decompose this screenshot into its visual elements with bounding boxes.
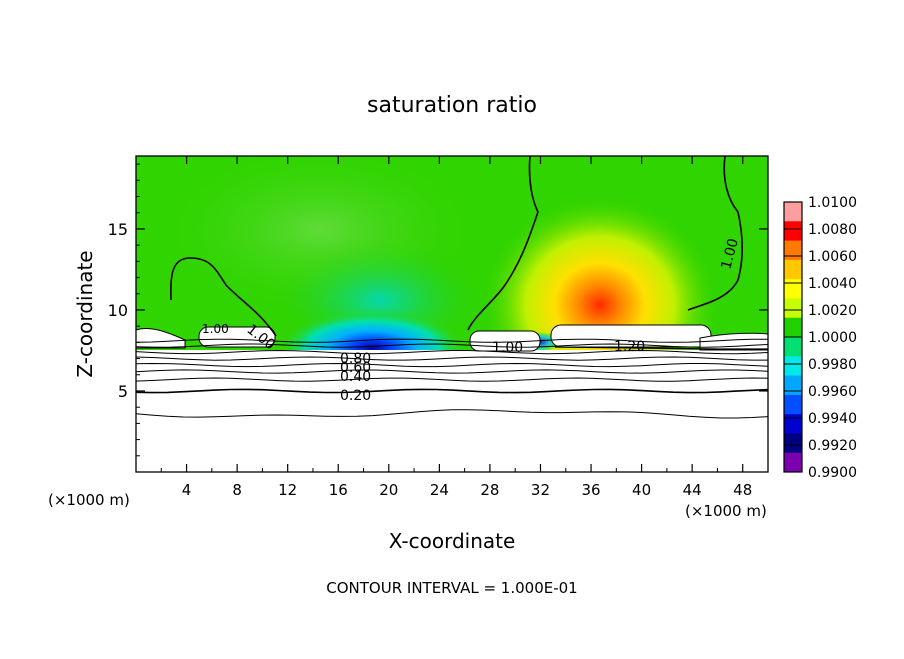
colorbar-segment: [784, 414, 802, 434]
colorbar-label: 0.9920: [808, 438, 857, 454]
x-tick-label: 32: [531, 481, 550, 499]
colorbar-segment: [784, 279, 802, 299]
colorbar-label: 0.9980: [808, 357, 857, 373]
x-tick-label: 44: [683, 481, 702, 499]
plot-area: 1.00 1.00 1.00 1.00 1.20 0.80 0.60 0.40 …: [136, 156, 768, 472]
x-tick-label: 28: [480, 481, 499, 499]
contour-line: [136, 369, 768, 374]
contour-line: [136, 377, 768, 382]
colorbar-segment: [784, 259, 802, 280]
contour-line-1-00-right: [687, 156, 743, 311]
contour-label: 0.80: [340, 351, 371, 367]
colorbar-segment: [784, 375, 802, 396]
colorbar: 1.0100 1.0080 1.0060 1.0040 1.0020 1.0000 0.99…: [783, 195, 857, 481]
contour-label: 1.00: [492, 340, 523, 356]
colorbar-label: 1.0080: [808, 222, 857, 238]
colorbar-label: 1.0020: [808, 303, 857, 319]
contour-line-1-00-left: [169, 257, 277, 337]
colorbar-label: 1.0000: [808, 330, 857, 346]
colorbar-segment: [784, 317, 802, 338]
chart-title: saturation ratio: [367, 93, 537, 118]
contour-label: 0.60: [340, 360, 371, 376]
colorbar-segment: [784, 337, 802, 357]
colorbar-segment: [784, 394, 802, 415]
contour-label: 0.20: [340, 388, 371, 404]
contour-line-1-20: [554, 346, 768, 350]
contour-line: [136, 388, 768, 394]
colorbar-segment: [784, 433, 802, 454]
colorbar-segment: [784, 202, 802, 222]
colorbar-label: 0.9960: [808, 384, 857, 400]
contour-lines: [136, 338, 768, 419]
x-unit-label-right: (×1000 m): [685, 502, 767, 520]
colorbar-label: 0.9900: [808, 465, 857, 481]
y-axis-label: Z-coordinate: [73, 250, 97, 377]
colorbar-label: 1.0100: [808, 195, 857, 211]
x-tick-label: 48: [733, 481, 752, 499]
colorbar-segment: [784, 240, 802, 261]
colorbar-segment: [784, 452, 802, 473]
x-axis: 4 8 12 16 20 24 28 32 36 40 44 48: [160, 156, 752, 499]
x-tick-label: 8: [232, 481, 242, 499]
cloud-blob-1: [198, 326, 276, 348]
field-lower-white: [136, 350, 768, 472]
y-axis: 5 10 15: [108, 163, 768, 457]
contour-line: [136, 338, 768, 343]
x-tick-label: 16: [329, 481, 348, 499]
plot-frame: [135, 155, 769, 473]
contour-label: 1.20: [614, 339, 645, 355]
contour-line: [136, 343, 768, 348]
contour-line: [136, 349, 768, 355]
contour-label: 1.00: [718, 237, 742, 271]
colorbar-label: 1.0040: [808, 276, 857, 292]
colorbar-segment: [784, 356, 802, 377]
x-tick-label: 40: [632, 481, 651, 499]
colorbar-label: 1.0060: [808, 249, 857, 265]
x-tick-label: 36: [581, 481, 600, 499]
x-tick-label: 24: [430, 481, 449, 499]
contour-line: [136, 356, 768, 361]
contour-interval-footer: CONTOUR INTERVAL = 1.000E-01: [326, 579, 577, 597]
x-axis-label: X-coordinate: [389, 529, 516, 553]
y-tick-label: 10: [108, 301, 128, 320]
contour-label: 0.40: [340, 369, 371, 385]
colorbar-segment: [784, 298, 802, 319]
contour-line: [136, 409, 768, 419]
contour-label: 1.00: [202, 322, 229, 336]
x-unit-label-left: (×1000 m): [48, 491, 130, 509]
y-tick-label: 5: [118, 382, 128, 401]
contour-line-1-00-middle: [467, 156, 539, 331]
colorbar-label: 0.9940: [808, 411, 857, 427]
contour-line: [136, 362, 768, 368]
x-tick-label: 4: [182, 481, 192, 499]
x-tick-label: 12: [278, 481, 297, 499]
x-tick-label: 20: [379, 481, 398, 499]
colorbar-segment: [784, 221, 802, 242]
y-tick-label: 15: [108, 220, 128, 239]
